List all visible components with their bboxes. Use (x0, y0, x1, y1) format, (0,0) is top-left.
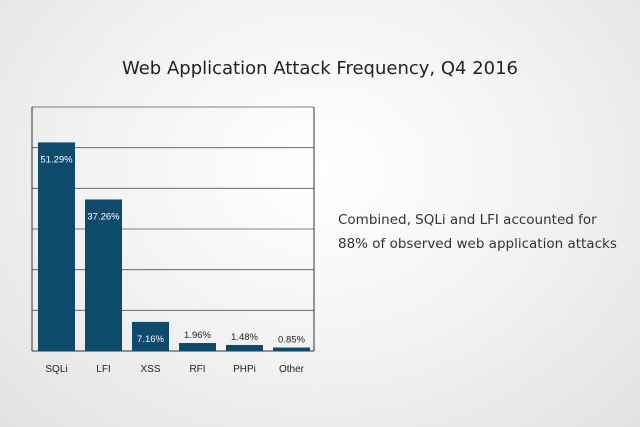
data-label: 51.29% (40, 154, 73, 165)
bar (179, 343, 216, 351)
x-tick-label: XSS (140, 364, 160, 375)
data-label: 1.96% (184, 330, 211, 341)
bar (226, 344, 263, 351)
data-label: 37.26% (87, 211, 120, 222)
data-label: 1.48% (231, 332, 258, 343)
x-tick-label: RFI (189, 364, 205, 375)
summary-note: Combined, SQLi and LFI accounted for 88%… (338, 208, 628, 256)
data-label: 0.85% (278, 335, 305, 346)
bar (38, 142, 75, 351)
bar (85, 199, 122, 351)
x-tick-label: Other (279, 364, 305, 375)
summary-line-1: Combined, SQLi and LFI accounted for (338, 212, 597, 228)
x-tick-label: LFI (96, 364, 110, 375)
bar (132, 321, 169, 351)
data-label: 7.16% (137, 334, 164, 345)
x-tick-label: SQLi (45, 364, 67, 375)
x-tick-label: PHPi (233, 364, 256, 375)
chart-title: Web Application Attack Frequency, Q4 201… (121, 58, 519, 79)
bar (273, 347, 310, 351)
summary-line-2: 88% of observed web application attacks (338, 236, 617, 252)
